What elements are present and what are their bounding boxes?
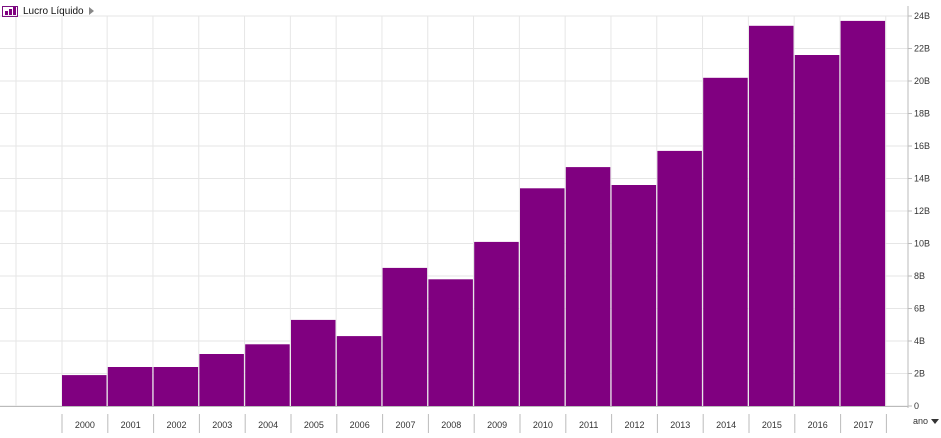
y-tick-label: 10B <box>914 239 930 249</box>
y-tick-label: 18B <box>914 109 930 119</box>
y-tick-label: 24B <box>914 11 930 21</box>
y-tick-label: 8B <box>914 271 925 281</box>
bar-2010 <box>520 188 565 407</box>
y-tick-label: 12B <box>914 206 930 216</box>
x-tick-label: 2010 <box>533 420 553 430</box>
bar-2012 <box>611 185 657 406</box>
x-tick-label: 2017 <box>853 420 873 430</box>
bar-2008 <box>428 279 473 407</box>
x-tick-label: 2014 <box>716 420 736 430</box>
bar-2001 <box>107 367 153 406</box>
y-tick-label: 20B <box>914 76 930 86</box>
legend[interactable]: Lucro Líquido <box>2 4 94 18</box>
x-tick-label: 2012 <box>624 420 644 430</box>
x-tick-label: 2003 <box>212 420 232 430</box>
y-tick-label: 16B <box>914 141 930 151</box>
x-tick-label: 2013 <box>670 420 690 430</box>
bar-2006 <box>336 336 382 406</box>
y-tick-label: 0 <box>914 401 919 411</box>
bar-chart-icon <box>2 5 18 17</box>
bar-2005 <box>291 319 336 406</box>
bar-2017 <box>840 20 886 407</box>
bar-2009 <box>474 241 519 406</box>
bar-2007 <box>382 267 428 406</box>
bar-2013 <box>657 150 702 406</box>
legend-label: Lucro Líquido <box>23 5 84 17</box>
bar-2002 <box>153 367 199 406</box>
bar-2003 <box>199 354 244 406</box>
bar-2016 <box>794 55 840 406</box>
y-tick-label: 2B <box>914 369 925 379</box>
bar-2011 <box>565 167 611 406</box>
x-tick-label: 2002 <box>166 420 186 430</box>
x-tick-label: 2006 <box>350 420 370 430</box>
y-tick-label: 6B <box>914 304 925 314</box>
bar-2004 <box>245 344 290 407</box>
x-tick-label: 2011 <box>579 420 598 430</box>
x-tick-label: 2009 <box>487 420 507 430</box>
x-tick-label: 2016 <box>808 420 828 430</box>
bar-2000 <box>62 375 107 406</box>
x-tick-label: 2008 <box>441 420 461 430</box>
play-arrow-icon[interactable] <box>88 7 94 15</box>
x-tick-label: 2015 <box>762 420 782 430</box>
x-axis-selector[interactable]: ano <box>913 416 940 426</box>
y-tick-label: 4B <box>914 336 925 346</box>
chevron-down-icon[interactable] <box>931 418 940 424</box>
bar-2015 <box>749 25 794 407</box>
y-tick-label: 14B <box>914 174 930 184</box>
x-axis-selector-label: ano <box>913 416 929 426</box>
x-tick-label: 2000 <box>75 420 95 430</box>
x-tick-label: 2005 <box>304 420 324 430</box>
bar-2014 <box>703 77 748 407</box>
y-tick-label: 22B <box>914 44 930 54</box>
x-tick-label: 2007 <box>395 420 415 430</box>
x-tick-label: 2004 <box>258 420 278 430</box>
x-tick-label: 2001 <box>121 420 141 430</box>
